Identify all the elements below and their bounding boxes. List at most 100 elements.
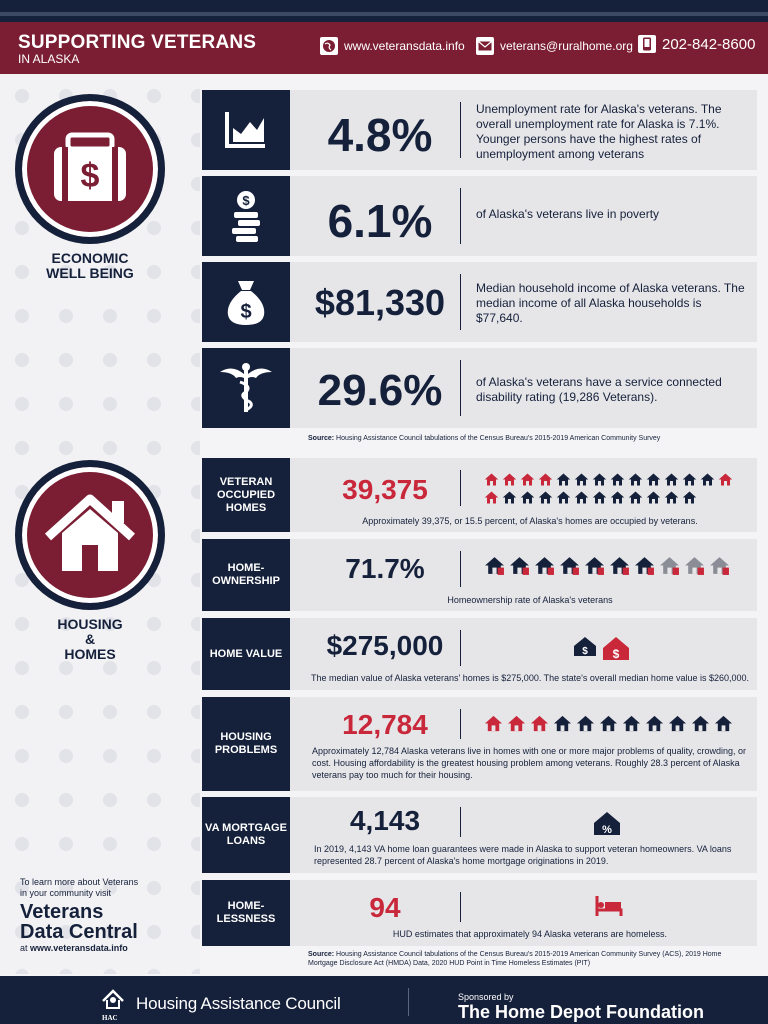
housing-row-label: HOME VALUE [202,618,290,690]
small-house-icon [668,715,687,732]
housing-badge [15,460,165,610]
housing-row-veteran-homes: VETERAN OCCUPIED HOMES 39,375 Approximat… [202,458,757,532]
page-title: SUPPORTING VETERANS [18,32,257,53]
house-key-icon [560,557,579,575]
small-house-icon [714,715,733,732]
economic-label: ECONOMIC WELL BEING [40,251,140,281]
housing-row-label: HOME-OWNERSHIP [202,539,290,611]
stat-description: of Alaska's veterans have a service conn… [476,375,722,404]
small-house-icon [592,473,607,486]
small-house-icon [646,473,661,486]
housing-divider [460,709,461,739]
stat-divider [460,360,461,416]
housing-row-label: VETERAN OCCUPIED HOMES [202,458,290,532]
stat-icon-box: $ [202,262,290,342]
money-bag-icon: $ [227,281,265,325]
stat-icon-box [202,90,290,170]
housing-row-homeownership: HOME-OWNERSHIP 71.7% Homeownership rate … [202,539,757,611]
stat-value: 4.8% [327,109,433,161]
small-house-icon [556,491,571,504]
website-link[interactable]: www.veteransdata.info [320,37,465,55]
small-house-icon [574,491,589,504]
email-text[interactable]: veterans@ruralhome.org [500,39,633,53]
house-key-icon [535,557,554,575]
house-percent-icon: % [594,812,620,836]
housing-row-value: $275,000 [326,630,444,661]
svg-text:$: $ [81,157,100,195]
small-house-icon [502,473,517,486]
housing-row-value: 94 [369,892,401,923]
house-key-icon [635,557,654,575]
small-house-icon [484,473,499,486]
housing-divider [460,892,461,922]
house-key-icon [610,557,629,575]
economic-label-line2: WELL BEING [46,265,134,281]
stat-value: $81,330 [314,282,446,323]
small-house-icon [574,473,589,486]
footer-sponsor-name: The Home Depot Foundation [458,1002,704,1022]
stat-card-income: $ $81,330 Median household income of Ala… [202,262,757,342]
small-house-icon [645,715,664,732]
chart-icon [225,112,265,148]
small-house-icon [700,473,715,486]
house-key-icon [510,557,529,575]
stat-divider [460,274,461,330]
home-value-icons: $ $ [572,634,631,662]
housing-label-line1: HOUSING [57,616,123,632]
website-text[interactable]: www.veteransdata.info [344,39,465,53]
housing-row-description: In 2019, 4,143 VA home loan guarantees w… [314,844,732,866]
email-link[interactable]: veterans@ruralhome.org [476,37,633,55]
small-house-icon [502,491,517,504]
top-stripe [0,0,768,22]
brand-line2: Data Central [20,921,138,943]
small-house-icon [628,473,643,486]
learn-more-line2: in your community visit [20,888,112,898]
economic-source: Source: Housing Assistance Council tabul… [308,434,748,443]
house-key-icon [485,557,504,575]
svg-text:$: $ [582,646,588,657]
housing-row-housing-problems: HOUSING PROBLEMS 12,784 Approximately 12… [202,697,757,791]
small-house-icon [520,491,535,504]
economic-label-line1: ECONOMIC [51,250,129,266]
housing-label: HOUSING & HOMES [40,617,140,662]
svg-text:$: $ [613,647,620,661]
house-key-icon [660,557,679,575]
stat-card-unemployment: 4.8% Unemployment rate for Alaska's vete… [202,90,757,170]
housing-label-line2: & [84,631,96,647]
footer-org-name: Housing Assistance Council [136,994,341,1013]
small-house-icon [718,473,733,486]
house-icon-grid [484,472,744,505]
small-house-icon [553,715,572,732]
small-house-icon [628,491,643,504]
small-house-icon [538,491,553,504]
phone-link[interactable]: 202-842-8600 [638,35,755,53]
hac-logo-icon [102,989,124,1009]
stat-value: 6.1% [327,195,433,247]
house-dollar-red-icon: $ [603,637,629,661]
small-house-icon [484,491,499,504]
housing-row-label: HOME-LESSNESS [202,880,290,946]
source-label: Source: [308,951,335,958]
caduceus-icon [220,363,272,412]
house-key-icon [685,557,704,575]
housing-divider [460,551,461,587]
learn-more-url[interactable]: www.veteransdata.info [30,943,128,953]
stat-value: 29.6% [317,366,443,415]
phone-icon [638,35,656,53]
small-house-icon [576,715,595,732]
housing-divider [460,630,461,666]
housing-row-description: Approximately 39,375, or 15.5 percent, o… [362,516,698,526]
brand-line1: Veterans [20,901,104,923]
phone-text[interactable]: 202-842-8600 [662,35,756,53]
learn-more-at: at [20,943,28,953]
stat-card-disability: 29.6% of Alaska's veterans have a servic… [202,348,757,428]
small-house-icon [691,715,710,732]
svg-text:$: $ [240,301,251,323]
house-key-icon-row [484,555,744,576]
small-house-icon [682,491,697,504]
housing-row-description: The median value of Alaska veterans' hom… [310,673,750,683]
briefcase-icon: $ [54,132,126,201]
stat-icon-box: $ [202,176,290,256]
small-house-icon [538,473,553,486]
housing-row-description: HUD estimates that approximately 94 Alas… [392,929,668,939]
